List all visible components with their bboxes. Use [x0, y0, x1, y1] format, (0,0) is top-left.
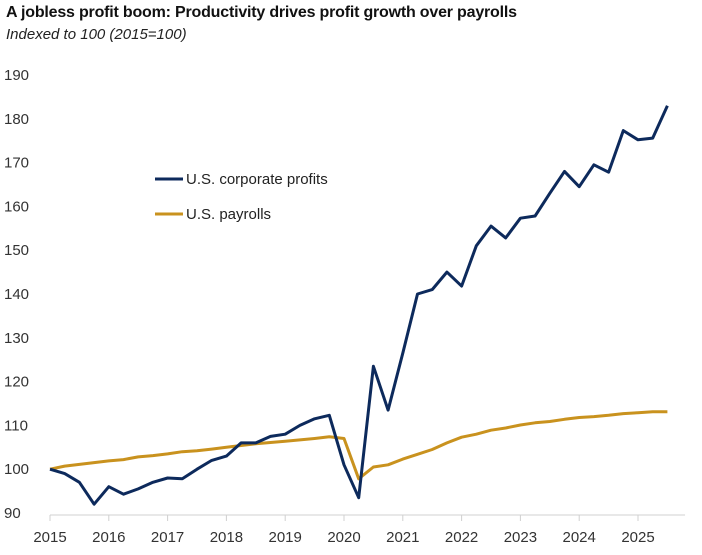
x-tick-label: 2019 [269, 529, 302, 546]
y-tick-label: 140 [4, 286, 29, 303]
x-tick-label: 2025 [621, 529, 654, 546]
x-tick-label: 2020 [327, 529, 360, 546]
y-tick-label: 160 [4, 198, 29, 215]
x-tick-label: 2018 [210, 529, 243, 546]
series-line-payrolls [49, 410, 668, 481]
x-tick-label: 2024 [563, 529, 596, 546]
chart-title: A jobless profit boom: Productivity driv… [6, 4, 517, 21]
y-tick-label: 110 [4, 417, 28, 434]
x-tick-label: 2023 [504, 529, 537, 546]
y-tick-label: 180 [4, 111, 29, 128]
legend-label: U.S. corporate profits [186, 171, 328, 188]
y-tick-label: 150 [4, 242, 29, 259]
x-tick-label: 2021 [386, 529, 419, 546]
y-tick-label: 120 [4, 374, 29, 391]
legend-label: U.S. payrolls [186, 206, 271, 223]
x-tick-label: 2015 [33, 529, 66, 546]
chart-subtitle: Indexed to 100 (2015=100) [6, 26, 187, 43]
y-tick-label: 190 [4, 67, 29, 84]
y-tick-label: 100 [4, 461, 29, 478]
y-tick-label: 130 [4, 330, 29, 347]
y-tick-label: 170 [4, 155, 29, 172]
series-line-corporate-profits [49, 105, 669, 506]
x-tick-label: 2017 [151, 529, 184, 546]
y-tick-label: 90 [4, 505, 21, 522]
x-tick-label: 2022 [445, 529, 478, 546]
x-tick-label: 2016 [92, 529, 125, 546]
